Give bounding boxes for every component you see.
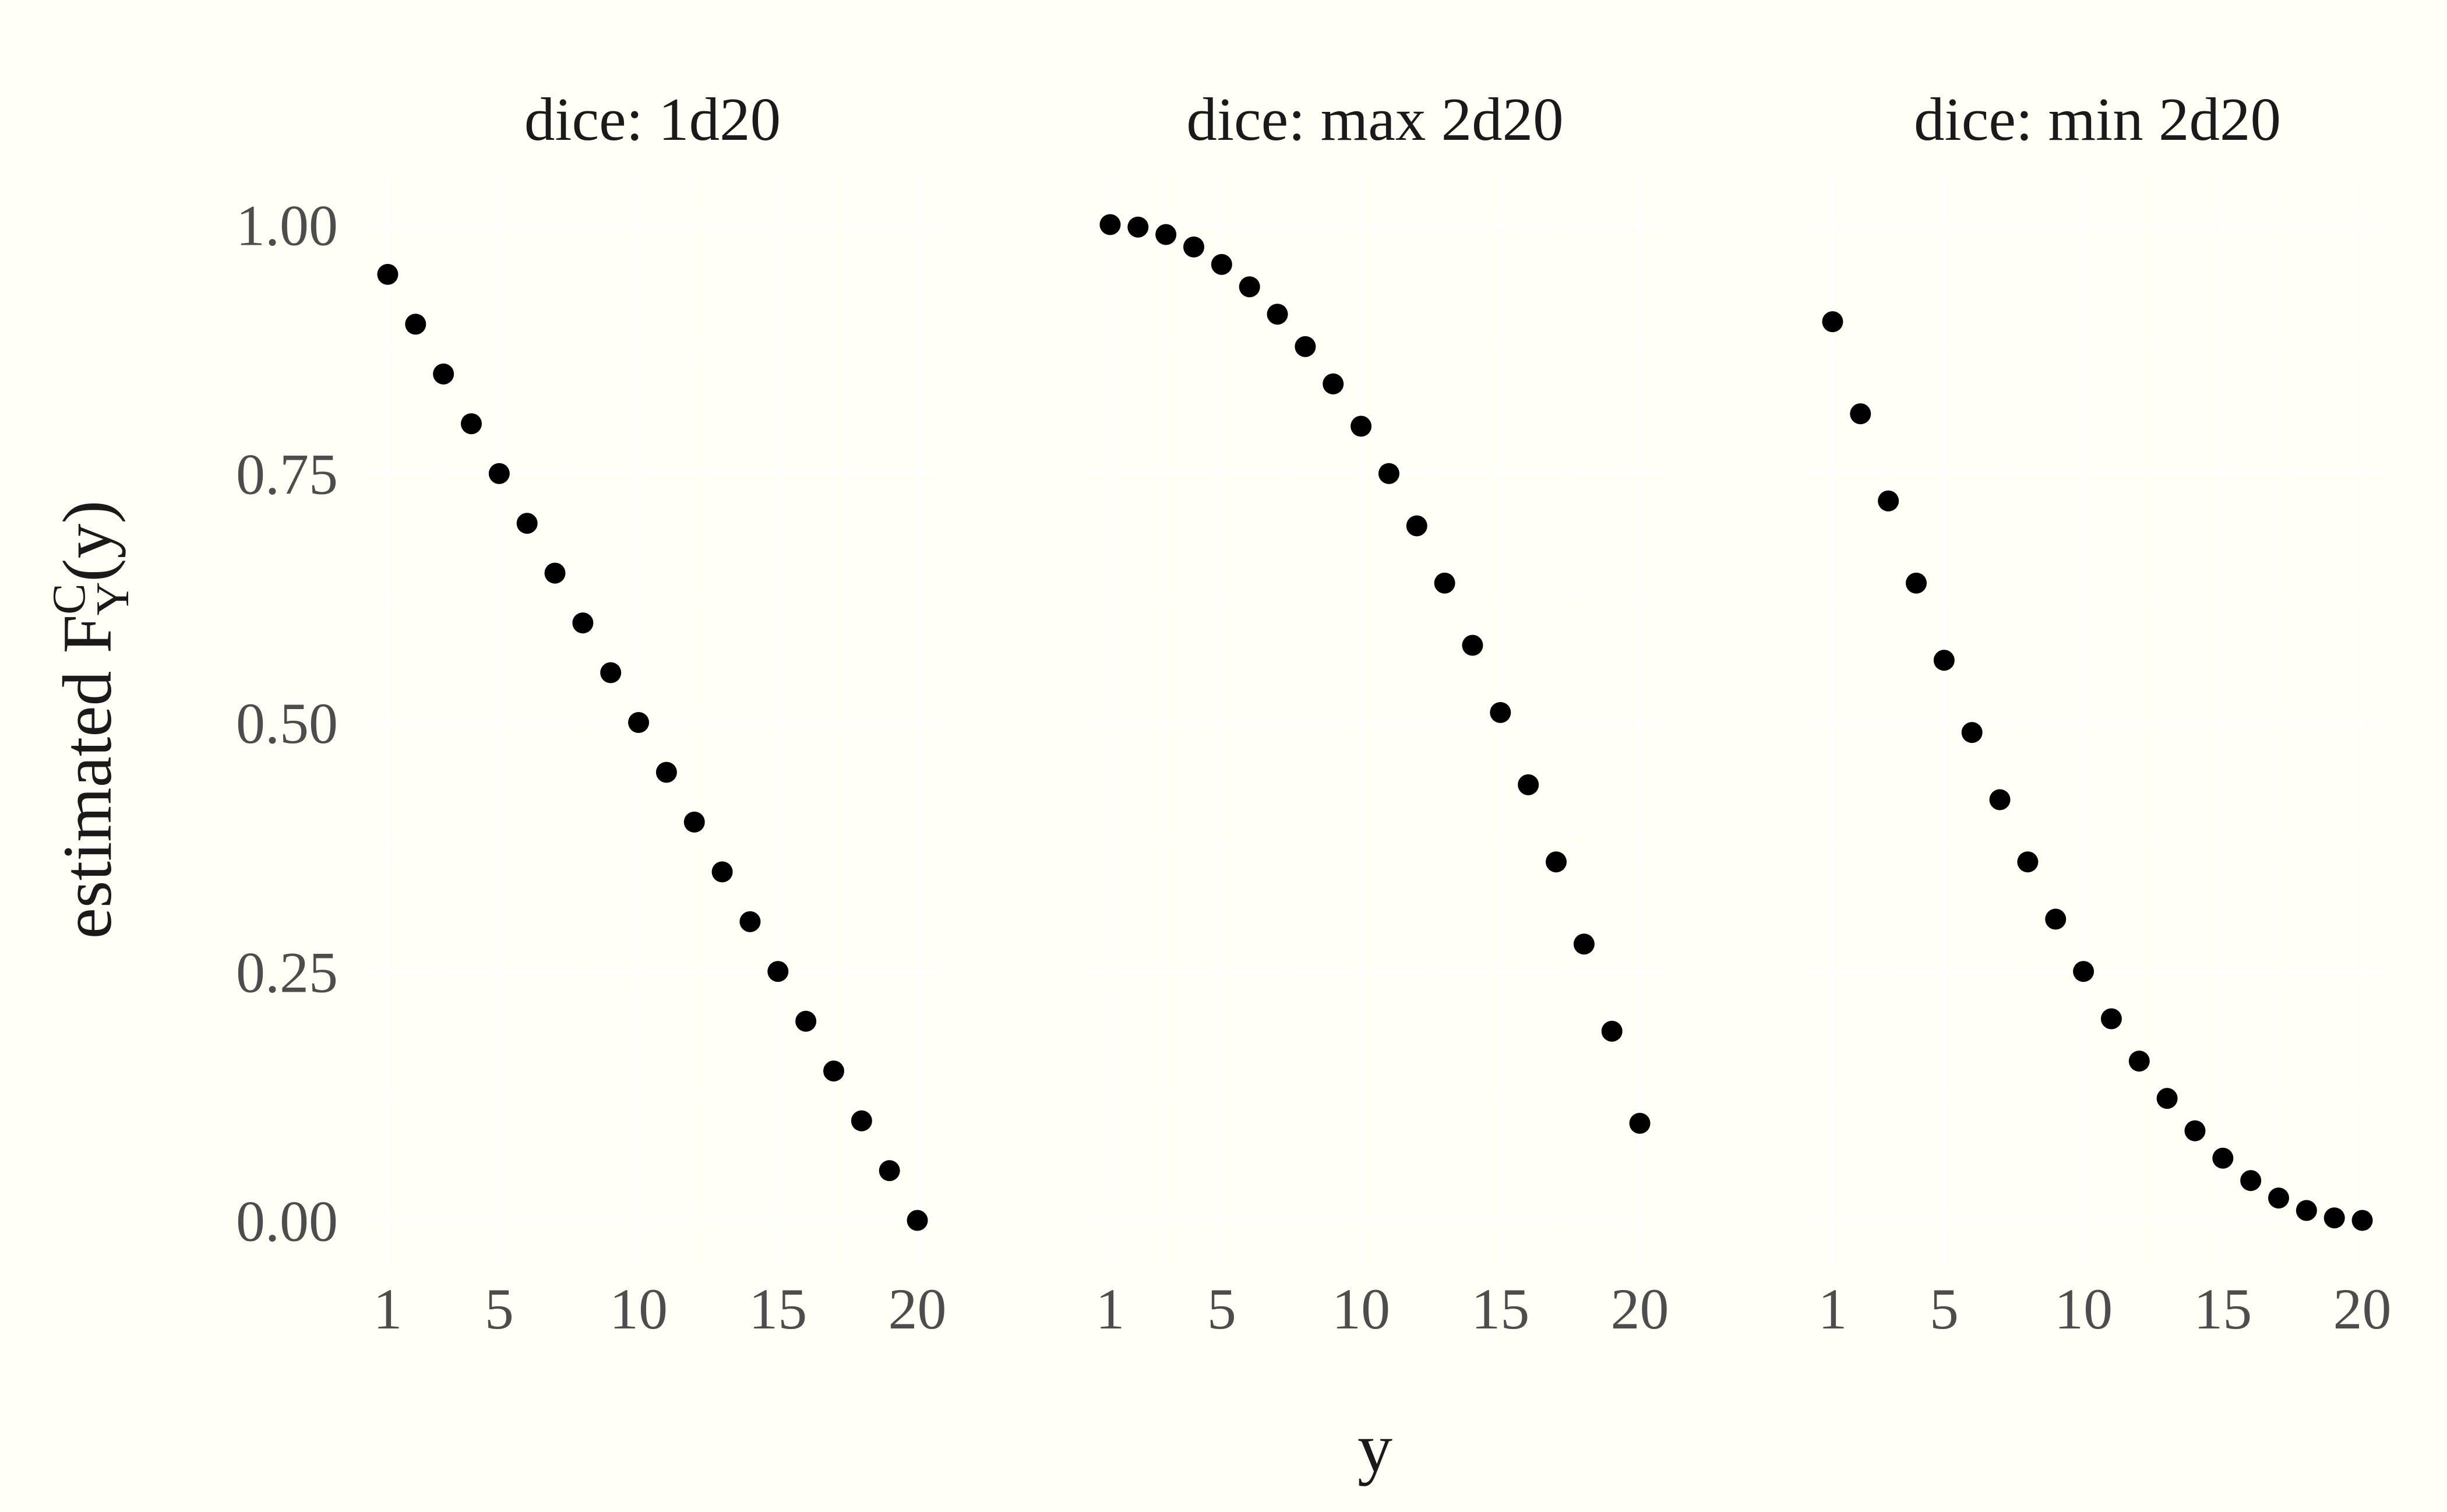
data-point bbox=[1127, 216, 1149, 238]
data-point bbox=[460, 413, 482, 435]
data-point bbox=[2045, 908, 2067, 930]
data-point bbox=[2296, 1200, 2317, 1221]
data-point bbox=[823, 1060, 845, 1082]
svg-text:estimated FCY(y): estimated FCY(y) bbox=[44, 501, 139, 939]
x-tick-label: 5 bbox=[1930, 1277, 1959, 1341]
data-point bbox=[1406, 515, 1427, 537]
data-point bbox=[1183, 236, 1204, 258]
data-point bbox=[1295, 336, 1316, 357]
data-point bbox=[1323, 373, 1344, 394]
x-tick-label: 5 bbox=[1207, 1277, 1236, 1341]
data-point bbox=[572, 612, 594, 634]
x-tick-label: 5 bbox=[485, 1277, 514, 1341]
data-point bbox=[767, 961, 789, 982]
data-point bbox=[1822, 311, 1843, 333]
y-axis-title-prefix: estimated F bbox=[48, 615, 126, 939]
data-point bbox=[2100, 1008, 2122, 1030]
facet-strip-title: dice: 1d20 bbox=[524, 85, 781, 153]
x-tick-label: 10 bbox=[1332, 1277, 1390, 1341]
data-point bbox=[377, 263, 399, 285]
data-point bbox=[1518, 774, 1539, 795]
x-tick-label: 1 bbox=[1095, 1277, 1124, 1341]
data-point bbox=[2128, 1051, 2150, 1072]
data-point bbox=[433, 363, 454, 385]
data-point bbox=[405, 313, 426, 335]
data-point bbox=[2212, 1147, 2234, 1169]
data-point bbox=[1878, 490, 1899, 512]
data-point bbox=[1351, 415, 1372, 437]
data-point bbox=[1099, 214, 1121, 235]
data-point bbox=[1462, 635, 1483, 656]
x-tick-label: 1 bbox=[373, 1277, 402, 1341]
data-point bbox=[1211, 253, 1232, 275]
data-point bbox=[516, 513, 538, 534]
data-point bbox=[1989, 789, 2011, 810]
x-tick-label: 1 bbox=[1818, 1277, 1847, 1341]
data-point bbox=[600, 662, 622, 683]
facet-strip-title: dice: max 2d20 bbox=[1186, 85, 1563, 153]
data-point bbox=[2323, 1207, 2345, 1229]
data-point bbox=[2156, 1088, 2178, 1109]
data-point bbox=[488, 463, 510, 484]
data-point bbox=[2351, 1210, 2373, 1231]
data-point bbox=[1573, 933, 1595, 955]
x-tick-label: 15 bbox=[749, 1277, 807, 1341]
data-point bbox=[2240, 1170, 2262, 1192]
data-point bbox=[1239, 276, 1260, 298]
data-point bbox=[1267, 304, 1288, 325]
data-point bbox=[795, 1010, 817, 1032]
data-point bbox=[1933, 650, 1955, 671]
y-tick-label: 1.00 bbox=[236, 193, 338, 258]
data-point bbox=[2268, 1187, 2290, 1209]
x-tick-label: 20 bbox=[2333, 1277, 2392, 1341]
y-axis-title-suffix: (y) bbox=[48, 501, 126, 582]
data-point bbox=[1546, 851, 1567, 873]
data-point bbox=[851, 1110, 872, 1132]
data-point bbox=[1905, 572, 1927, 594]
x-tick-label: 20 bbox=[888, 1277, 947, 1341]
data-point bbox=[544, 562, 566, 584]
y-axis-title-subscript: Y bbox=[87, 582, 139, 616]
data-point bbox=[2073, 961, 2095, 982]
data-point bbox=[1490, 702, 1511, 723]
data-point bbox=[1629, 1112, 1651, 1134]
data-point bbox=[711, 861, 733, 883]
data-point bbox=[1378, 463, 1399, 484]
data-point bbox=[1155, 224, 1177, 245]
data-point bbox=[2017, 851, 2039, 873]
data-point bbox=[739, 911, 761, 932]
data-point bbox=[2184, 1120, 2206, 1141]
data-point bbox=[1961, 722, 1983, 743]
x-tick-label: 15 bbox=[2194, 1277, 2252, 1341]
y-tick-label: 0.25 bbox=[236, 940, 338, 1005]
y-tick-label: 0.00 bbox=[236, 1189, 338, 1254]
data-point bbox=[907, 1210, 928, 1231]
x-tick-label: 15 bbox=[1471, 1277, 1529, 1341]
x-tick-label: 10 bbox=[609, 1277, 668, 1341]
x-tick-label: 10 bbox=[2054, 1277, 2113, 1341]
y-axis-title: estimated FCY(y) bbox=[44, 501, 139, 939]
y-axis-title-superscript: C bbox=[44, 583, 95, 614]
x-axis-title: y bbox=[1358, 1409, 1392, 1486]
y-tick-label: 0.50 bbox=[236, 691, 338, 756]
data-point bbox=[628, 712, 650, 733]
x-tick-label: 20 bbox=[1611, 1277, 1669, 1341]
data-point bbox=[683, 811, 705, 833]
data-point bbox=[879, 1160, 900, 1182]
y-tick-label: 0.75 bbox=[236, 442, 338, 507]
data-point bbox=[1850, 403, 1871, 425]
data-point bbox=[655, 762, 677, 783]
data-point bbox=[1601, 1020, 1623, 1042]
data-point bbox=[1434, 572, 1455, 594]
facet-strip-title: dice: min 2d20 bbox=[1914, 85, 2281, 153]
